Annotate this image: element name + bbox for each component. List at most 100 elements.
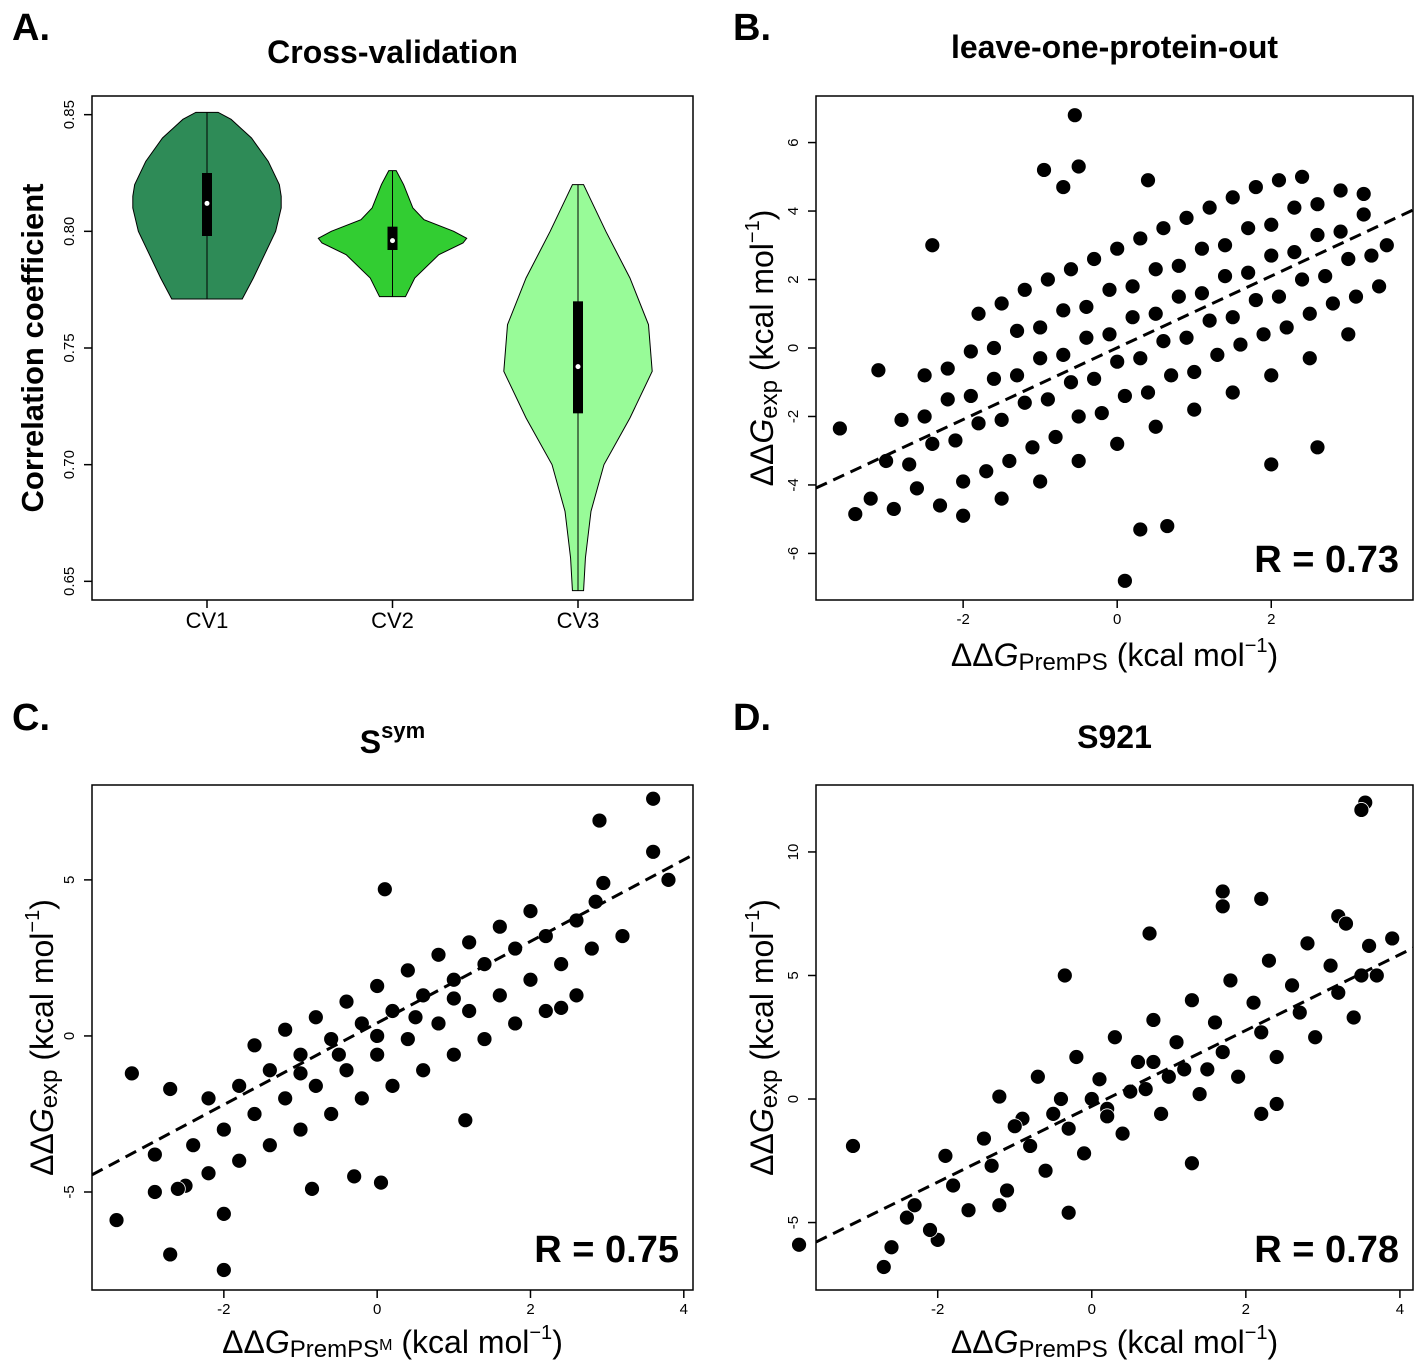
label-close: ) bbox=[744, 210, 780, 221]
point bbox=[1060, 1120, 1077, 1137]
point bbox=[1186, 401, 1203, 418]
y-tick-label: 0.65 bbox=[61, 567, 78, 596]
fit-line bbox=[815, 208, 1414, 490]
point bbox=[553, 956, 570, 973]
point bbox=[1261, 952, 1277, 969]
point bbox=[870, 362, 887, 379]
point bbox=[1253, 1024, 1270, 1041]
point bbox=[146, 1184, 163, 1200]
y-tick-label: 5 bbox=[61, 876, 78, 884]
point bbox=[875, 1259, 892, 1275]
x-tick-label: CV1 bbox=[186, 608, 229, 633]
axis-label: ΔΔGPremPS (kcal mol−1) bbox=[951, 635, 1278, 676]
point bbox=[1068, 1049, 1085, 1065]
point bbox=[1056, 967, 1073, 984]
point bbox=[307, 1077, 324, 1094]
point bbox=[1263, 456, 1280, 473]
plot-frame bbox=[91, 784, 694, 1291]
label-sub: PremPS bbox=[1018, 649, 1107, 676]
point bbox=[407, 1009, 424, 1026]
y-tick-label: 5 bbox=[785, 971, 802, 979]
point bbox=[1255, 326, 1272, 343]
point bbox=[1170, 257, 1187, 274]
point bbox=[1016, 394, 1033, 411]
label-var: G bbox=[744, 419, 780, 444]
point bbox=[970, 305, 987, 322]
x-tick-label: -2 bbox=[217, 1301, 230, 1318]
point bbox=[1309, 196, 1326, 213]
point bbox=[1355, 206, 1372, 223]
point bbox=[993, 295, 1010, 312]
point bbox=[1070, 158, 1087, 175]
point bbox=[1140, 384, 1156, 401]
plot-frame bbox=[815, 784, 1414, 1291]
point bbox=[1353, 802, 1370, 818]
point bbox=[883, 1239, 900, 1256]
point bbox=[1230, 1068, 1247, 1085]
point bbox=[169, 1180, 186, 1197]
point bbox=[947, 432, 964, 449]
y-tick-label: 0 bbox=[785, 1095, 802, 1103]
point bbox=[970, 415, 987, 432]
point bbox=[1332, 182, 1349, 199]
point bbox=[962, 343, 979, 360]
point bbox=[1109, 353, 1126, 370]
label-exp: −1 bbox=[1245, 635, 1268, 657]
x-tick-label: 0 bbox=[373, 1301, 381, 1318]
point bbox=[831, 420, 848, 437]
point bbox=[1355, 186, 1372, 202]
point bbox=[1317, 268, 1334, 284]
point bbox=[1036, 162, 1052, 178]
label-sub: exp bbox=[36, 1070, 63, 1109]
point bbox=[1217, 268, 1233, 284]
point bbox=[1224, 309, 1241, 326]
point bbox=[1055, 179, 1072, 195]
y-tick-label: 10 bbox=[785, 844, 802, 861]
point bbox=[430, 1015, 447, 1032]
fit-line bbox=[815, 946, 1414, 1244]
label-delta: ΔΔ bbox=[222, 1324, 265, 1360]
axis-label: ΔΔGPremPS (kcal mol−1) bbox=[951, 1322, 1278, 1363]
point bbox=[1170, 288, 1187, 305]
point bbox=[1199, 1061, 1216, 1078]
point bbox=[123, 1065, 140, 1082]
x-tick-label: 2 bbox=[526, 1301, 534, 1318]
title-main: S921 bbox=[1077, 719, 1152, 755]
point bbox=[1184, 992, 1200, 1009]
point bbox=[1106, 1029, 1123, 1046]
y-tick-label: 4 bbox=[785, 207, 802, 215]
point bbox=[292, 1121, 309, 1138]
point bbox=[1286, 199, 1303, 216]
point bbox=[1116, 572, 1133, 589]
point bbox=[991, 1088, 1008, 1105]
point bbox=[1284, 977, 1300, 994]
point bbox=[1363, 247, 1380, 264]
point bbox=[660, 871, 677, 888]
label-delta: ΔΔ bbox=[744, 444, 780, 487]
point bbox=[1247, 292, 1264, 308]
x-tick-label: CV2 bbox=[371, 608, 414, 633]
point bbox=[845, 1138, 861, 1154]
point bbox=[369, 1046, 386, 1063]
point bbox=[323, 1106, 340, 1122]
point bbox=[1207, 1014, 1223, 1031]
point bbox=[1178, 329, 1195, 346]
point bbox=[1384, 930, 1401, 947]
point bbox=[1332, 223, 1349, 240]
point bbox=[1263, 216, 1280, 233]
point bbox=[1301, 305, 1318, 322]
point bbox=[1045, 1105, 1062, 1122]
point bbox=[399, 962, 416, 979]
point bbox=[1141, 925, 1158, 942]
violin-median bbox=[390, 238, 395, 244]
label-sub: exp bbox=[756, 1070, 783, 1109]
x-tick-label: 0 bbox=[1113, 611, 1121, 628]
point bbox=[369, 1028, 386, 1044]
point bbox=[1253, 1105, 1270, 1122]
point bbox=[1232, 336, 1249, 353]
point bbox=[1253, 890, 1270, 907]
point bbox=[353, 1090, 370, 1107]
point bbox=[261, 1137, 278, 1154]
y-tick-label: -2 bbox=[785, 410, 802, 423]
point bbox=[1130, 1054, 1146, 1070]
